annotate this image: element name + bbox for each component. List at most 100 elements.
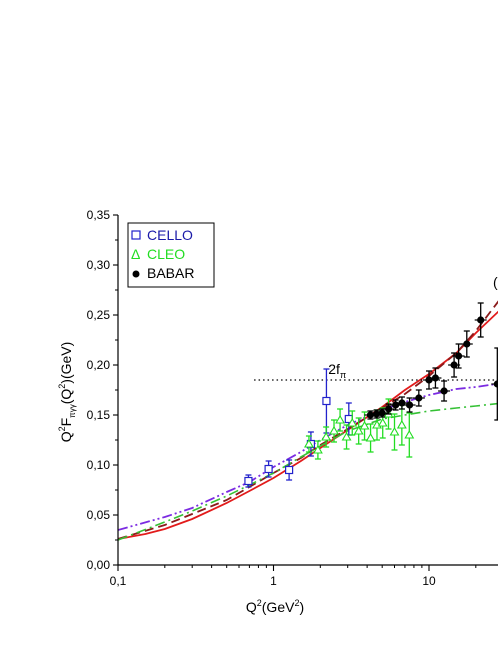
data-point	[452, 343, 465, 369]
annotation-2f-pi: 2fπ	[328, 361, 346, 380]
data-point	[285, 459, 294, 481]
legend-label: BABAR	[147, 265, 194, 281]
circle-marker	[431, 374, 440, 382]
circle-marker	[378, 409, 386, 417]
x-axis-title-part: (GeV	[262, 599, 295, 615]
y-axis-title-part: 2	[57, 384, 67, 389]
data-point	[474, 302, 487, 338]
legend-triangle-symbol: Δ	[131, 246, 140, 262]
y-tick-label: 0,15	[87, 408, 111, 422]
y-tick-label: 0,30	[87, 258, 111, 272]
legend-circle-symbol	[132, 270, 140, 278]
data-point	[395, 396, 408, 410]
legend-item: Δ CLEO	[131, 246, 185, 262]
data-point	[404, 412, 415, 458]
data-point	[396, 404, 407, 446]
triangle-marker	[347, 417, 358, 427]
legend-item: CELLO	[131, 227, 193, 243]
data-point	[403, 397, 416, 413]
data-point	[264, 460, 273, 478]
triangle-marker	[365, 432, 376, 442]
triangle-marker	[389, 426, 400, 436]
circle-marker	[405, 401, 414, 409]
legend-label: CELLO	[147, 227, 193, 243]
y-tick-label: 0,25	[87, 308, 111, 322]
data-point	[364, 410, 377, 420]
data-point	[335, 408, 346, 432]
circle-marker	[385, 405, 393, 413]
x-axis-title-part: Q	[246, 599, 257, 615]
circle-marker	[440, 387, 448, 395]
data-point	[244, 474, 253, 488]
circle-marker	[493, 380, 498, 388]
x-axis-title: Q2(GeV2)	[246, 598, 304, 615]
axes: 0,00 0,05 0,10 0,15 0,20 0,25 0,30 0,35 0,1 1 10	[87, 208, 498, 588]
square-marker	[322, 396, 331, 406]
data-point	[321, 426, 332, 448]
x-axis-title-part: 2	[294, 598, 299, 608]
circle-marker	[415, 394, 423, 402]
legend-item: BABAR	[132, 265, 194, 281]
circle-marker	[366, 411, 375, 419]
curve-dashdot	[118, 402, 498, 541]
x-axis-title-part: 2	[257, 598, 262, 608]
circle-marker	[463, 340, 471, 348]
y-axis-title-part: )(GeV)	[58, 342, 74, 384]
y-axis-title-part: πγγ	[68, 404, 77, 418]
y-tick-label: 0,20	[87, 358, 111, 372]
data-point	[303, 435, 314, 453]
data-point	[438, 380, 451, 402]
data-point	[365, 423, 376, 453]
data-point	[491, 347, 498, 421]
legend-label: CLEO	[147, 246, 185, 262]
triangle-marker	[341, 431, 352, 441]
circle-marker	[454, 352, 463, 360]
data-points	[244, 302, 498, 488]
x-tick-label: 1	[270, 574, 277, 588]
data-point	[389, 413, 400, 451]
y-axis-title-part: F	[58, 418, 74, 427]
legend-box	[127, 222, 215, 288]
annotation-subscript: π	[340, 370, 346, 380]
y-axis-title-part: 2	[57, 426, 67, 431]
square-marker	[264, 464, 273, 474]
y-axis-title: Q2Fπγγ(Q2)(GeV)	[57, 342, 77, 443]
data-point	[429, 367, 442, 389]
legend: CELLO Δ CLEO BABAR	[127, 222, 215, 288]
triangle-marker	[303, 438, 314, 448]
square-marker	[285, 465, 294, 475]
triangle-marker	[396, 419, 407, 429]
data-point	[353, 417, 364, 445]
y-tick-label: 0,35	[87, 208, 111, 222]
data-point	[448, 352, 461, 378]
circle-marker	[477, 316, 485, 324]
triangle-marker	[312, 444, 323, 454]
data-point	[329, 419, 339, 443]
y-axis-title-part: Q	[58, 431, 74, 442]
x-tick-label: 0,1	[110, 574, 127, 588]
square-marker	[244, 476, 253, 486]
curve-solid	[118, 310, 498, 540]
triangle-marker	[335, 414, 346, 424]
triangle-marker	[353, 425, 364, 435]
triangle-marker	[359, 420, 370, 430]
legend-square-symbol	[131, 230, 141, 240]
data-point	[460, 330, 473, 358]
triangle-marker	[404, 429, 415, 439]
y-tick-label: 0,00	[87, 558, 111, 572]
y-axis-title-part: (Q	[58, 389, 74, 405]
triangle-marker	[321, 431, 332, 441]
theory-curves	[118, 300, 498, 541]
triangle-marker	[377, 417, 388, 427]
y-tick-label: 0,10	[87, 458, 111, 472]
x-tick-label: 10	[422, 574, 436, 588]
data-point	[412, 389, 425, 407]
data-point	[376, 408, 389, 418]
triangle-marker	[329, 425, 339, 435]
data-point	[312, 440, 323, 460]
circle-marker	[450, 361, 458, 369]
y-tick-label: 0,05	[87, 508, 111, 522]
data-point	[341, 424, 352, 450]
circle-marker	[372, 410, 381, 418]
